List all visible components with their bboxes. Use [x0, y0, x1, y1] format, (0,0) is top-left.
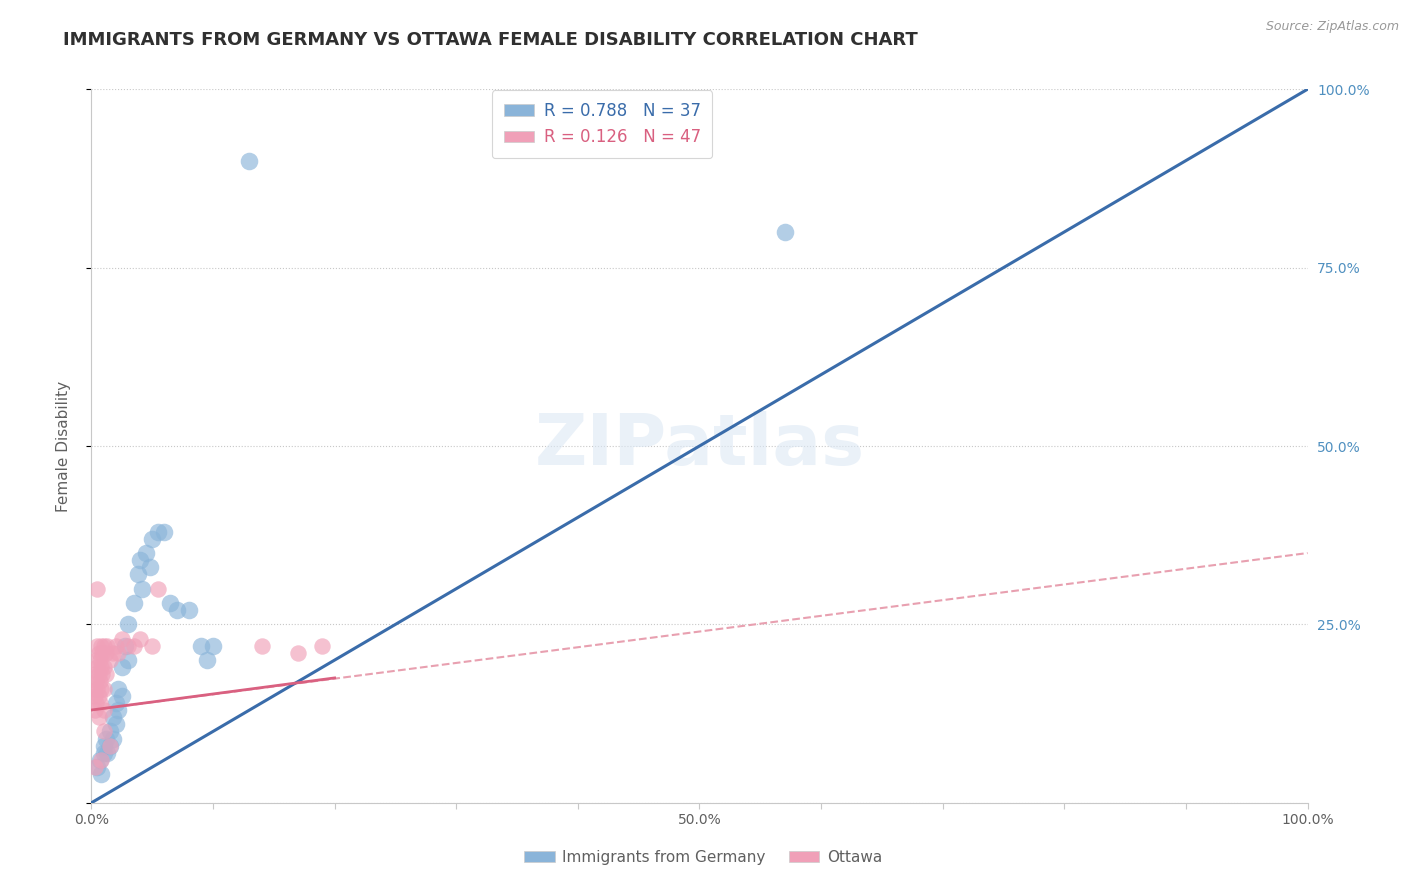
Point	[90, 660, 112, 674]
Point	[131, 582, 153, 596]
Point	[93, 639, 115, 653]
Point	[139, 560, 162, 574]
Text: Source: ZipAtlas.com: Source: ZipAtlas.com	[1265, 20, 1399, 33]
Point	[86, 760, 108, 774]
Point	[93, 746, 115, 760]
Point	[84, 703, 107, 717]
Point	[93, 703, 115, 717]
Point	[117, 617, 139, 632]
Point	[86, 681, 108, 696]
Point	[195, 653, 218, 667]
Text: IMMIGRANTS FROM GERMANY VS OTTAWA FEMALE DISABILITY CORRELATION CHART: IMMIGRANTS FROM GERMANY VS OTTAWA FEMALE…	[63, 31, 918, 49]
Point	[87, 689, 110, 703]
Point	[177, 603, 200, 617]
Point	[90, 753, 112, 767]
Point	[287, 646, 309, 660]
Point	[94, 731, 117, 746]
Point	[84, 653, 107, 667]
Point	[111, 660, 134, 674]
Point	[166, 603, 188, 617]
Point	[107, 703, 129, 717]
Point	[94, 667, 117, 681]
Point	[104, 639, 127, 653]
Point	[86, 660, 108, 674]
Point	[84, 667, 107, 681]
Point	[84, 760, 107, 774]
Point	[104, 717, 127, 731]
Point	[86, 639, 108, 653]
Point	[86, 582, 108, 596]
Point	[250, 639, 273, 653]
Point	[129, 553, 152, 567]
Point	[148, 524, 170, 539]
Point	[84, 696, 107, 710]
Point	[83, 681, 105, 696]
Point	[103, 710, 125, 724]
Point	[117, 639, 139, 653]
Point	[122, 639, 145, 653]
Point	[91, 646, 114, 660]
Point	[87, 646, 110, 660]
Point	[93, 660, 115, 674]
Point	[773, 225, 796, 239]
Point	[89, 753, 111, 767]
Point	[98, 739, 121, 753]
Point	[98, 739, 121, 753]
Point	[93, 724, 115, 739]
Y-axis label: Female Disability: Female Disability	[56, 380, 70, 512]
Point	[89, 674, 111, 689]
Point	[93, 681, 115, 696]
Point	[111, 632, 134, 646]
Point	[96, 746, 118, 760]
Point	[84, 689, 107, 703]
Point	[104, 696, 127, 710]
Point	[122, 596, 145, 610]
Point	[90, 639, 112, 653]
Point	[148, 582, 170, 596]
Point	[129, 632, 152, 646]
Point	[90, 767, 112, 781]
Point	[135, 546, 157, 560]
Point	[87, 667, 110, 681]
Point	[159, 596, 181, 610]
Point	[202, 639, 225, 653]
Point	[107, 646, 129, 660]
Point	[238, 153, 260, 168]
Point	[103, 646, 125, 660]
Point	[111, 689, 134, 703]
Point	[141, 532, 163, 546]
Point	[117, 653, 139, 667]
Point	[84, 674, 107, 689]
Point	[98, 653, 121, 667]
Point	[87, 710, 110, 724]
Point	[153, 524, 176, 539]
Point	[93, 739, 115, 753]
Point	[107, 681, 129, 696]
Point	[103, 731, 125, 746]
Point	[91, 667, 114, 681]
Legend: Immigrants from Germany, Ottawa: Immigrants from Germany, Ottawa	[517, 844, 889, 871]
Point	[127, 567, 149, 582]
Legend: R = 0.788   N = 37, R = 0.126   N = 47: R = 0.788 N = 37, R = 0.126 N = 47	[492, 90, 713, 158]
Point	[98, 724, 121, 739]
Point	[141, 639, 163, 653]
Point	[190, 639, 212, 653]
Point	[89, 696, 111, 710]
Point	[89, 653, 111, 667]
Point	[90, 681, 112, 696]
Point	[96, 639, 118, 653]
Point	[311, 639, 333, 653]
Text: ZIPatlas: ZIPatlas	[534, 411, 865, 481]
Point	[94, 646, 117, 660]
Point	[114, 639, 136, 653]
